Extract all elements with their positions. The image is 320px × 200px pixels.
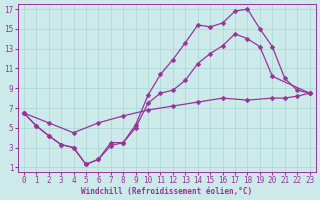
X-axis label: Windchill (Refroidissement éolien,°C): Windchill (Refroidissement éolien,°C)	[81, 187, 252, 196]
